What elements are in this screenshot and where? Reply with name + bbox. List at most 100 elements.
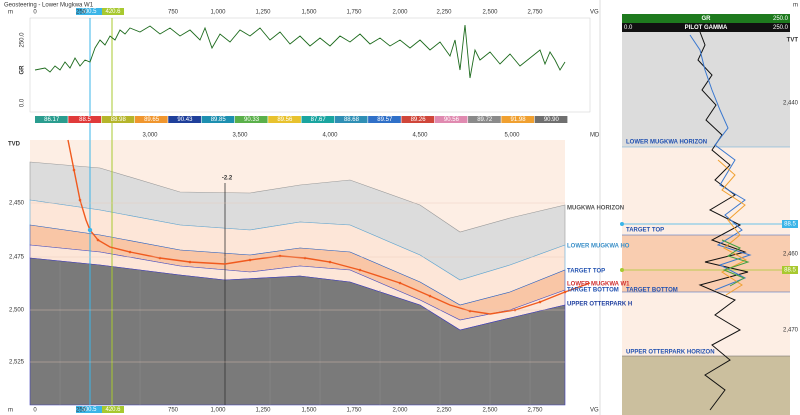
cursor-blue-label: 300.5: [81, 407, 97, 413]
gr-max: 250.0: [20, 32, 26, 48]
segment: [101, 116, 135, 123]
segment: [134, 116, 168, 123]
marker-dot: [620, 268, 624, 272]
md-tick-label: 3,500: [232, 133, 248, 139]
segment: [368, 116, 401, 123]
segment-label: 87.67: [311, 117, 327, 123]
segment: [68, 116, 102, 123]
gr-blue-curve: [689, 34, 752, 291]
x-tick-label: 2,000: [392, 408, 408, 414]
x-tick-label: 750: [168, 408, 179, 414]
horizon-label: LOWER MUGKWA W1: [567, 282, 630, 288]
segment-label: 90.43: [177, 117, 193, 123]
x-tick-label: 2,000: [392, 10, 408, 16]
x-tick-label: 1,500: [301, 10, 317, 16]
segment-label: 89.65: [144, 117, 160, 123]
gr-green-curve: [721, 239, 750, 287]
x-tick-label: 2,750: [527, 408, 543, 414]
x-tick-label: 250: [76, 408, 87, 414]
zone-target: [622, 235, 790, 292]
gr-header-max: 250.0: [773, 16, 789, 22]
segment-label: 89.56: [277, 117, 293, 123]
x-tick-label: 2,500: [482, 10, 498, 16]
segment: [301, 116, 335, 123]
segment-label: 90.90: [544, 117, 560, 123]
segment-label: 88.5: [79, 117, 91, 123]
gr-orange-curve: [717, 159, 748, 296]
tvt-tick-label: 2,440: [783, 101, 799, 107]
section-layers: [29, 140, 566, 406]
segment: [168, 116, 201, 123]
x-tick-label: 2,750: [527, 10, 543, 16]
gr-header-label: GR: [702, 16, 712, 22]
gr-panel: [29, 17, 591, 113]
segment-label: 90.56: [444, 117, 460, 123]
y-tick-label: 2,450: [9, 201, 25, 207]
y-tick-label: 2,475: [9, 255, 25, 261]
segment-label: 89.26: [411, 117, 427, 123]
tvt-tick-label: 2,460: [783, 252, 799, 258]
horizon-label: TARGET TOP: [567, 269, 605, 275]
zone-label: TARGET BOTTOM: [626, 288, 678, 294]
horizon-label: TARGET BOTTOM: [567, 288, 619, 294]
bottom-unit: m: [8, 408, 13, 414]
x-tick-label: 2,500: [482, 408, 498, 414]
horizon-label: UPPER OTTERPARK H: [567, 302, 632, 308]
fault-annotation: -2.2: [222, 176, 233, 182]
zone-label: LOWER MUGKWA HORIZON: [626, 140, 707, 146]
gr-header: [622, 14, 790, 23]
cursor-point: [87, 227, 93, 233]
zone-label: TARGET TOP: [626, 228, 664, 234]
md-end-label: MD: [590, 133, 600, 139]
segment: [401, 116, 435, 123]
segment-label: 89.72: [477, 117, 493, 123]
x-tick-label: 0: [33, 10, 37, 16]
horizon-label: MUGKWA HORIZON: [567, 206, 624, 212]
gr-curve: [34, 24, 566, 79]
pilot-max: 250.0: [773, 25, 789, 31]
pilot-label: PILOT GAMMA: [685, 25, 728, 31]
segment-label: 90.33: [244, 117, 260, 123]
marker-green-label: 88.5: [784, 268, 796, 274]
horizon-label: LOWER MUGKWA HO: [567, 244, 630, 250]
top-unit: m: [8, 10, 13, 16]
segment: [334, 116, 368, 123]
x-tick-label: 1,000: [210, 10, 226, 16]
x-tick-label: 1,250: [255, 10, 271, 16]
pilot-header: [622, 23, 790, 32]
segment-label: 88.98: [111, 117, 127, 123]
cursor-green-badge: [102, 406, 124, 413]
md-tick-label: 5,000: [504, 133, 520, 139]
marker-blue: [782, 220, 798, 228]
md-tick-label: 3,000: [142, 133, 158, 139]
zone-below: [622, 292, 790, 356]
segment: [201, 116, 235, 123]
pilot-min: 0.0: [624, 25, 633, 31]
pilot-gamma-curve: [697, 31, 749, 411]
right-zones: [622, 30, 790, 415]
y-tick-label: 2,525: [9, 360, 25, 366]
zone-otterpark: [622, 356, 790, 415]
segment: [501, 116, 535, 123]
zone-mugkwa: [622, 30, 790, 147]
window-title: Geosteering - Lower Mugkwa W1: [4, 3, 94, 9]
x-tick-label: 0: [33, 408, 37, 414]
tvt-label: TVT: [787, 38, 799, 44]
segment: [468, 116, 501, 123]
gr-min: 0.0: [20, 98, 26, 107]
cursor-green-badge: [102, 8, 124, 15]
segment-label: 89.57: [377, 117, 393, 123]
marker-green: [782, 266, 798, 274]
marker-dot: [620, 222, 624, 226]
zone-lower: [622, 147, 790, 235]
cursor-blue-badge: [76, 406, 102, 413]
md-tick-label: 4,000: [322, 133, 338, 139]
segment: [534, 116, 568, 123]
segment: [35, 116, 68, 123]
x-tick-label: 1,750: [346, 408, 362, 414]
right-unit: m: [793, 3, 798, 9]
x-tick-label: 2,250: [436, 408, 452, 414]
md-tick-label: 4,500: [412, 133, 428, 139]
segment-label: 88.68: [344, 117, 360, 123]
